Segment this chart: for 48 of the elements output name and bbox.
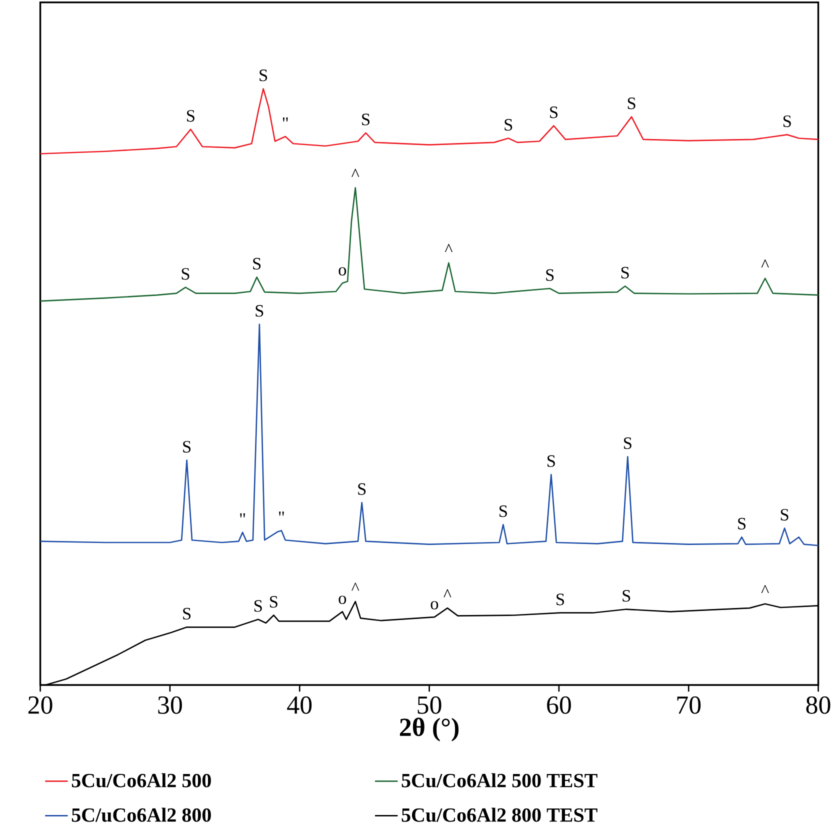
legend-label: 5C/uCo6Al2 800	[72, 808, 211, 822]
annotation: S	[183, 608, 190, 620]
annotation: S	[183, 440, 190, 453]
legend-label: 5Cu/Co6Al2 800 TEST	[402, 808, 598, 822]
annotation: S	[270, 596, 278, 608]
annotation: S	[260, 70, 267, 82]
annotation: ^	[761, 584, 769, 594]
annotation: S	[621, 266, 629, 279]
annotation: S	[628, 98, 636, 110]
annotation: ^	[761, 259, 769, 268]
x-tick-label: 80	[806, 696, 830, 714]
annotation: S	[550, 106, 558, 118]
annotation: o	[430, 601, 438, 610]
annotation: S	[624, 437, 632, 450]
x-tick-label: 50	[418, 696, 442, 714]
annotation: S	[253, 258, 260, 270]
annotation: S	[783, 115, 791, 128]
annotation: S	[254, 600, 262, 612]
annotation: S	[256, 305, 264, 317]
annotation: ^	[351, 168, 360, 177]
x-tick-label: 60	[546, 696, 571, 714]
annotation: S	[556, 594, 564, 606]
x-tick-label: 70	[677, 696, 700, 714]
x-axis-title: 2θ (°)	[400, 718, 458, 742]
annotation: S	[547, 455, 555, 467]
x-tick-label: 40	[286, 696, 312, 714]
annotation: S	[186, 110, 194, 122]
annotation: S	[182, 268, 190, 280]
legend-label: 5Cu/Co6Al2 500	[72, 773, 211, 788]
annotation: S	[504, 119, 512, 131]
x-tick-label: 20	[28, 696, 52, 714]
annotation: S	[780, 508, 788, 521]
annotation: ^	[351, 582, 360, 591]
annotation: S	[622, 590, 630, 602]
annotation: o	[338, 596, 346, 604]
annotation: S	[546, 269, 554, 281]
annotation: "	[278, 512, 284, 516]
annotation: S	[499, 505, 507, 518]
annotation: o	[338, 267, 346, 276]
annotation: S	[358, 483, 366, 495]
x-tick-label: 30	[158, 696, 182, 714]
annotation: "	[282, 118, 288, 122]
annotation: ^	[444, 244, 452, 252]
annotation: "	[240, 513, 245, 518]
annotation: S	[738, 518, 746, 530]
annotation: S	[362, 114, 370, 126]
annotation: ^	[443, 589, 452, 598]
legend-label: 5Cu/Co6Al2 500 TEST	[402, 773, 598, 788]
